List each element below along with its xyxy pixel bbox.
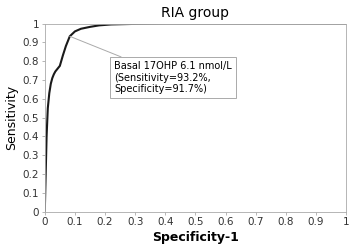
Y-axis label: Sensitivity: Sensitivity: [6, 85, 18, 150]
Text: Basal 17OHP 6.1 nmol/L
(Sensitivity=93.2%,
Specificity=91.7%): Basal 17OHP 6.1 nmol/L (Sensitivity=93.2…: [70, 36, 232, 94]
Title: RIA group: RIA group: [162, 6, 229, 20]
X-axis label: Specificity-1: Specificity-1: [152, 232, 239, 244]
